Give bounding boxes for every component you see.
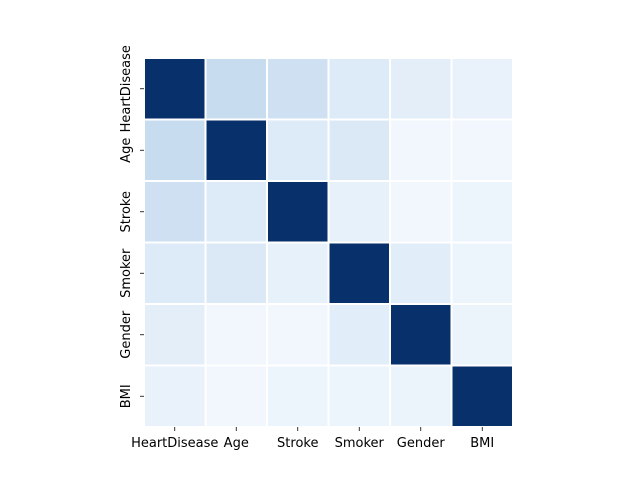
- heatmap-cell-age-heartdisease: [145, 120, 205, 180]
- x-axis-tick-labels: HeartDisease Age Stroke Smoker Gender BMI: [131, 427, 494, 451]
- heatmap-cell-bmi-heartdisease: [145, 366, 205, 426]
- heatmap-cell-stroke-age: [206, 182, 266, 242]
- heatmap-cell-heartdisease-bmi: [452, 59, 512, 119]
- heatmap-cell-heartdisease-gender: [391, 59, 451, 119]
- heatmap-cell-gender-bmi: [452, 305, 512, 365]
- x-tick-label-smoker: Smoker: [335, 436, 385, 451]
- x-tick-label-gender: Gender: [397, 436, 446, 451]
- heatmap-cell-stroke-smoker: [329, 182, 389, 242]
- y-tick-label-bmi: BMI: [119, 384, 134, 408]
- x-tick-label-bmi: BMI: [470, 436, 494, 451]
- heatmap-cells: [145, 59, 512, 426]
- heatmap-cell-age-gender: [391, 120, 451, 180]
- heatmap-cell-smoker-heartdisease: [145, 243, 205, 303]
- y-tick-label-smoker: Smoker: [119, 248, 134, 298]
- heatmap-cell-heartdisease-age: [206, 59, 266, 119]
- heatmap-cell-age-age: [206, 120, 266, 180]
- x-tick-label-stroke: Stroke: [277, 436, 318, 451]
- y-tick-label-age: Age: [119, 138, 134, 163]
- heatmap-cell-gender-stroke: [268, 305, 328, 365]
- heatmap-cell-bmi-stroke: [268, 366, 328, 426]
- heatmap-cell-stroke-bmi: [452, 182, 512, 242]
- heatmap-cell-heartdisease-stroke: [268, 59, 328, 119]
- heatmap-cell-bmi-bmi: [452, 366, 512, 426]
- heatmap-cell-heartdisease-heartdisease: [145, 59, 205, 119]
- y-axis-tick-labels: HeartDisease Age Stroke Smoker Gender BMI: [119, 45, 144, 408]
- heatmap-cell-stroke-heartdisease: [145, 182, 205, 242]
- heatmap-cell-age-smoker: [329, 120, 389, 180]
- heatmap-cell-bmi-age: [206, 366, 266, 426]
- heatmap-cell-smoker-bmi: [452, 243, 512, 303]
- heatmap-cell-gender-age: [206, 305, 266, 365]
- heatmap-cell-gender-heartdisease: [145, 305, 205, 365]
- heatmap-cell-smoker-stroke: [268, 243, 328, 303]
- heatmap-cell-stroke-gender: [391, 182, 451, 242]
- heatmap-cell-smoker-age: [206, 243, 266, 303]
- heatmap-cell-heartdisease-smoker: [329, 59, 389, 119]
- heatmap-cell-bmi-smoker: [329, 366, 389, 426]
- y-tick-label-heartdisease: HeartDisease: [119, 45, 134, 132]
- heatmap-cell-age-stroke: [268, 120, 328, 180]
- heatmap-cell-age-bmi: [452, 120, 512, 180]
- heatmap-cell-gender-gender: [391, 305, 451, 365]
- x-tick-label-age: Age: [224, 436, 249, 451]
- heatmap-cell-bmi-gender: [391, 366, 451, 426]
- heatmap-cell-stroke-stroke: [268, 182, 328, 242]
- y-tick-label-stroke: Stroke: [119, 191, 134, 232]
- x-tick-label-heartdisease: HeartDisease: [131, 436, 218, 451]
- heatmap-cell-gender-smoker: [329, 305, 389, 365]
- heatmap-cell-smoker-gender: [391, 243, 451, 303]
- y-tick-label-gender: Gender: [119, 310, 134, 359]
- heatmap-cell-smoker-smoker: [329, 243, 389, 303]
